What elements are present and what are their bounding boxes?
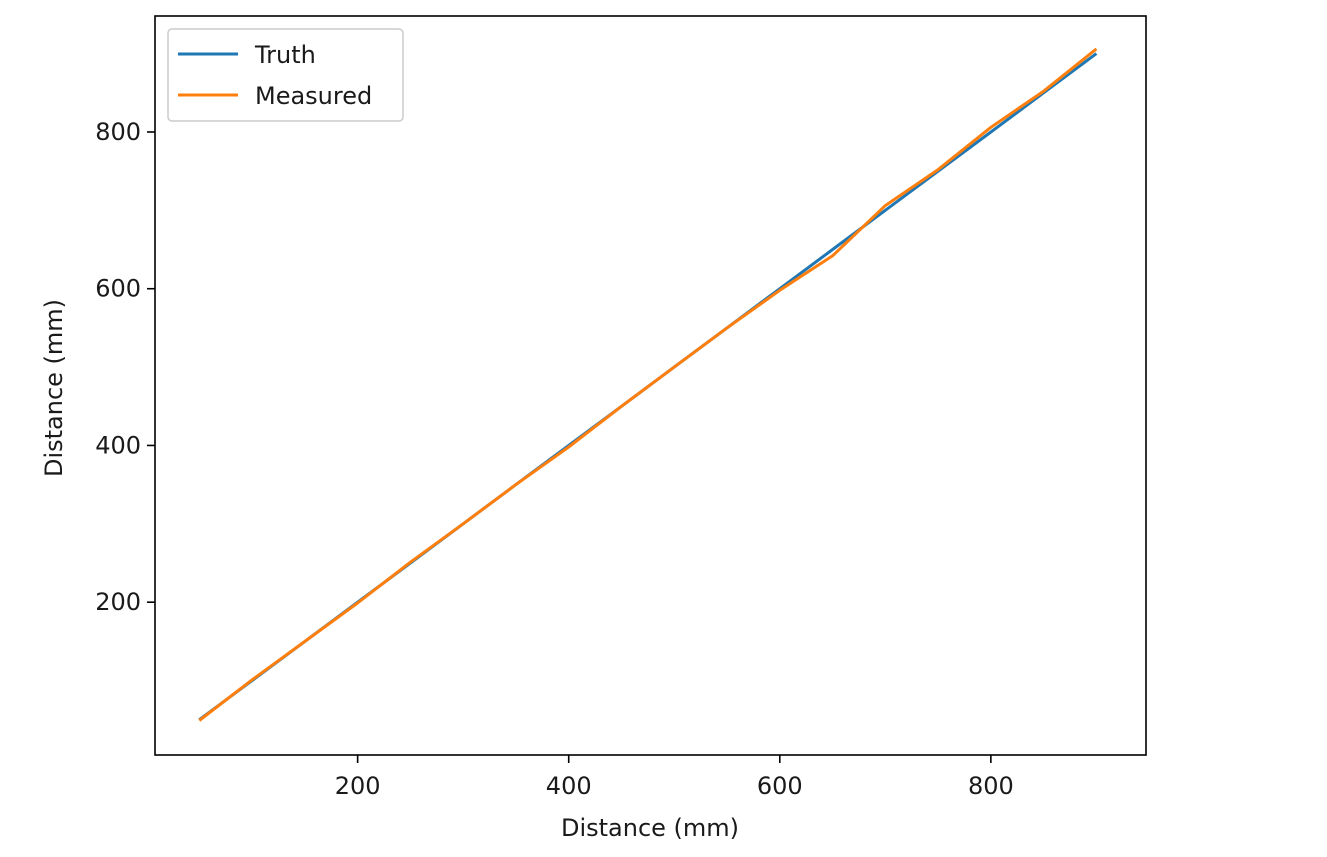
legend-label-measured: Measured xyxy=(255,82,372,110)
x-tick-label: 400 xyxy=(546,772,592,800)
y-axis-title: Distance (mm) xyxy=(40,299,68,477)
legend-frame xyxy=(167,28,404,122)
legend: Truth Measured xyxy=(167,28,404,122)
series-line-measured xyxy=(198,47,1098,722)
series-layer xyxy=(198,47,1098,722)
x-axis-ticks: 200 400 600 800 xyxy=(335,755,1014,800)
plot-frame xyxy=(154,15,1147,756)
y-tick-label: 400 xyxy=(95,431,141,459)
y-axis-ticks: 200 400 600 800 xyxy=(95,118,155,616)
x-tick-label: 600 xyxy=(757,772,803,800)
x-axis-title: Distance (mm) xyxy=(561,814,739,842)
x-tick-label: 200 xyxy=(335,772,381,800)
y-tick-label: 200 xyxy=(95,588,141,616)
x-tick-label: 800 xyxy=(968,772,1014,800)
legend-label-truth: Truth xyxy=(254,41,316,69)
y-tick-label: 600 xyxy=(95,275,141,303)
y-tick-label: 800 xyxy=(95,118,141,146)
